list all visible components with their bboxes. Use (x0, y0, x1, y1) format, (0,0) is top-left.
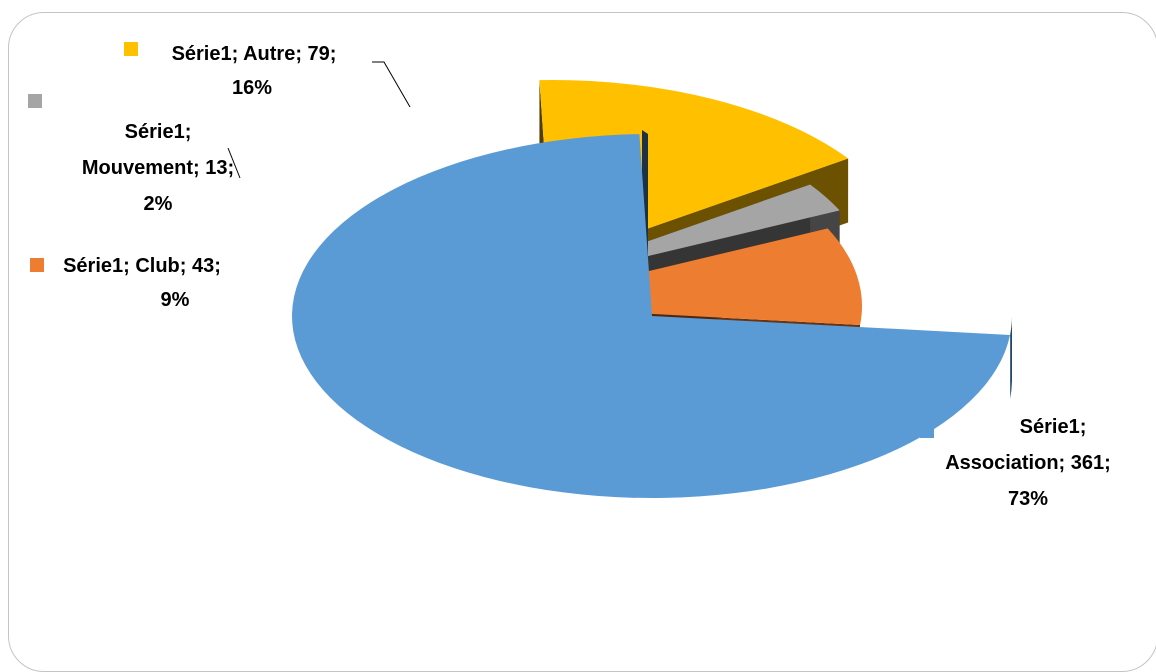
data-label-club-line-1: Série1; Club; 43; (63, 255, 221, 277)
legend-key-autre (124, 42, 138, 56)
data-label-club-line-2: 9% (161, 289, 190, 311)
data-label-mouvement-line-1: Série1; (125, 121, 192, 143)
data-label-association-line-2: Association; 361; (945, 452, 1111, 474)
data-label-autre-line-2: 16% (232, 77, 272, 99)
leader-line-mouvement (227, 147, 241, 179)
data-label-autre-line-1: Série1; Autre; 79; (172, 43, 337, 65)
data-label-mouvement-line-3: 2% (144, 193, 173, 215)
labels-layer: Série1; Association; 361; 73% Série1; Club;… (28, 42, 1111, 510)
legend-key-association (920, 424, 934, 438)
data-label-association-line-1: Série1; (1020, 416, 1087, 438)
data-label-club: Série1; Club; 43; 9% (30, 255, 221, 311)
legend-key-club (30, 258, 44, 272)
legend-key-mouvement (28, 94, 42, 108)
data-label-association: Série1; Association; 361; 73% (920, 416, 1111, 510)
data-label-mouvement: Série1; Mouvement; 13; 2% (28, 94, 234, 215)
pie-slice-association (291, 130, 1012, 499)
pie-slice-association-rim (1010, 316, 1012, 399)
slices-layer (291, 80, 1012, 499)
data-label-autre: Série1; Autre; 79; 16% (124, 42, 336, 99)
data-label-mouvement-line-2: Mouvement; 13; (82, 157, 234, 179)
pie-slice-association-top (291, 134, 1011, 499)
leader-line-autre (372, 61, 411, 108)
data-label-association-line-3: 73% (1008, 488, 1048, 510)
